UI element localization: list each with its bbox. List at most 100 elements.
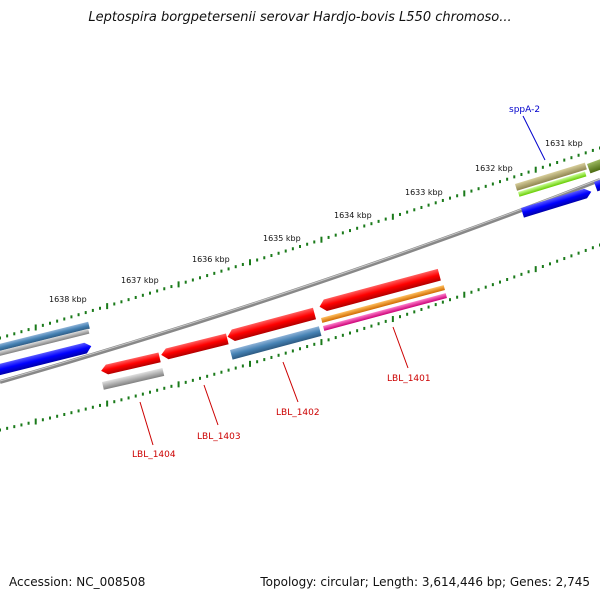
major-tick [534, 166, 537, 173]
minor-tick [299, 245, 301, 248]
major-tick [34, 418, 37, 425]
minor-tick [299, 347, 301, 351]
feature-LBL_1404-red[interactable] [100, 352, 161, 376]
minor-tick [49, 416, 51, 420]
label-LBL_1403[interactable]: LBL_1403 [197, 432, 241, 442]
minor-tick [70, 315, 73, 319]
feature-LBL_1402-red[interactable] [226, 307, 317, 343]
minor-tick [170, 285, 173, 289]
feature-LBL_1401-red[interactable] [318, 268, 441, 313]
major-tick [249, 360, 251, 367]
minor-tick [63, 412, 66, 416]
feature-blue-left[interactable] [0, 341, 93, 376]
minor-tick [349, 229, 351, 233]
minor-tick [99, 403, 101, 407]
tick-label-1632: 1632 kbp [475, 164, 513, 173]
minor-tick [506, 177, 509, 181]
feature-LBL_1404-gray[interactable] [101, 368, 165, 390]
minor-tick [549, 163, 551, 167]
feature-steelblue-left[interactable] [0, 321, 90, 352]
map-title: Leptospira borgpetersenii serovar Hardjo… [88, 10, 512, 25]
minor-tick [377, 219, 380, 223]
minor-tick [484, 184, 487, 188]
minor-tick [399, 315, 401, 319]
label-LBL_1402[interactable]: LBL_1402 [276, 408, 320, 418]
feature-darkolive[interactable] [587, 157, 600, 174]
minor-tick [234, 265, 237, 269]
minor-tick [577, 251, 580, 255]
feature-blue-right-edge[interactable] [594, 178, 600, 192]
minor-tick [420, 205, 423, 209]
minor-tick [427, 305, 430, 309]
minor-tick [556, 259, 559, 263]
minor-tick [577, 153, 580, 157]
major-tick [391, 213, 394, 220]
minor-tick [20, 330, 23, 334]
minor-tick [341, 333, 344, 337]
major-tick [463, 291, 466, 298]
minor-tick [184, 380, 187, 384]
tick-label-1637: 1637 kbp [121, 276, 159, 285]
tick-label-1633: 1633 kbp [405, 188, 443, 197]
major-tick [106, 400, 109, 407]
minor-tick [256, 258, 259, 262]
minor-tick [527, 270, 530, 274]
minor-tick [149, 291, 151, 295]
minor-tick [506, 278, 509, 282]
feature-LBL_1403-red[interactable] [160, 333, 229, 361]
minor-tick [199, 276, 201, 280]
minor-tick [591, 246, 594, 250]
minor-tick [277, 353, 280, 357]
minor-tick [470, 290, 473, 294]
genome-summary-text: Topology: circular; Length: 3,614,446 bp… [260, 575, 590, 589]
minor-tick [384, 217, 387, 221]
minor-tick [127, 298, 130, 302]
minor-tick [134, 394, 137, 398]
minor-tick [291, 349, 294, 353]
minor-tick [241, 364, 244, 368]
minor-tick [541, 165, 544, 169]
minor-tick [277, 251, 280, 255]
minor-tick [113, 400, 116, 404]
minor-tick [499, 180, 501, 184]
minor-tick [591, 148, 594, 152]
label-LBL_1404[interactable]: LBL_1404 [132, 450, 176, 460]
label-LBL_1401[interactable]: LBL_1401 [387, 374, 431, 384]
feature-sppA-2[interactable] [521, 187, 593, 218]
major-tick [249, 259, 251, 266]
minor-tick [499, 280, 501, 284]
feature-LBL_1401-magenta[interactable] [323, 293, 447, 331]
minor-tick [13, 425, 16, 429]
minor-tick [427, 203, 430, 207]
feature-olive[interactable] [515, 162, 587, 191]
minor-tick [406, 312, 409, 316]
major-tick [177, 381, 180, 388]
minor-tick [41, 418, 44, 422]
feature-LBL_1402-steelblue[interactable] [230, 326, 322, 360]
minor-tick [49, 321, 51, 325]
minor-tick [191, 378, 194, 382]
minor-tick [441, 300, 444, 304]
minor-tick [120, 398, 123, 402]
minor-tick [563, 257, 566, 261]
minor-tick [406, 210, 409, 214]
minor-tick [77, 313, 80, 317]
minor-tick [370, 222, 373, 226]
minor-tick [449, 196, 451, 200]
minor-tick [63, 317, 66, 321]
minor-tick [191, 278, 194, 282]
feature-lime[interactable] [518, 171, 587, 197]
minor-tick [327, 338, 330, 342]
label-sppA-2[interactable]: sppA-2 [509, 105, 540, 115]
chromosome-backbone-highlight [0, 178, 600, 382]
feature-LBL_1401-orange[interactable] [321, 285, 445, 323]
major-tick [106, 303, 109, 310]
leader-LBL_1404 [139, 401, 154, 446]
minor-tick [356, 226, 359, 230]
minor-tick [456, 295, 459, 299]
minor-tick [284, 249, 287, 253]
minor-tick [570, 254, 573, 258]
feature-gray-left[interactable] [0, 328, 90, 357]
minor-tick [541, 264, 544, 268]
